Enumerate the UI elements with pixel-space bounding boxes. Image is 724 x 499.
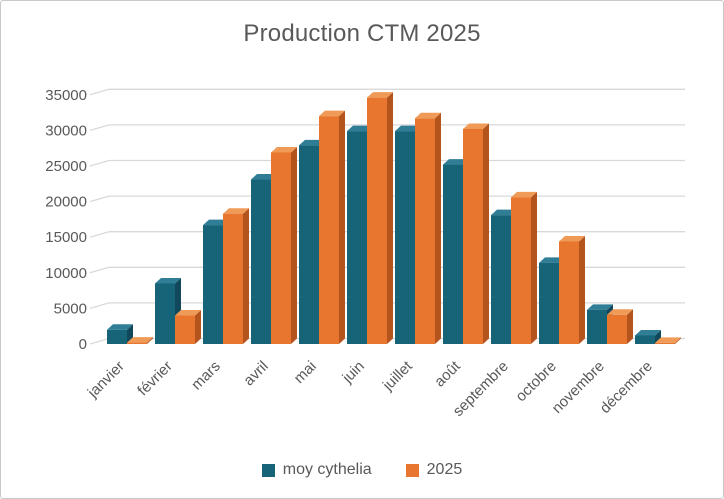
x-axis-month-label: avril [240,358,271,389]
bar-side-2025-mai [339,110,345,344]
bar-front-moy cythelia-janvier [107,329,127,344]
bar-top-moy cythelia-décembre [635,329,661,336]
bar-top-moy cythelia-juillet [395,125,421,132]
bar-front-2025-février [175,315,195,344]
x-axis-month-label: octobre [512,358,559,405]
bar-top-2025-juillet [415,112,441,119]
chart-title: Production CTM 2025 [243,20,481,47]
y-axis-tick-label: 0 [79,336,87,353]
x-axis-month-label: février [134,358,175,399]
y-axis-depth-tick [89,266,110,274]
y-axis-depth-tick [89,88,110,96]
x-axis-month-label: décembre [597,358,656,417]
bar-side-2025-juillet [435,112,441,345]
y-axis-depth-tick [89,337,110,345]
bar-front-moy cythelia-septembre [491,215,511,344]
x-axis-month-label: juillet [379,357,416,394]
bar-top-2025-mars [223,208,249,214]
legend-item-moy-cythelia: moy cythelia [261,461,372,479]
bar-top-moy cythelia-juin [347,125,373,132]
bar-top-2025-janvier [127,337,153,343]
bar-top-moy cythelia-août [443,159,469,165]
bar-front-2025-juin [367,97,387,344]
bar-front-moy cythelia-avril [251,179,271,344]
bar-front-2025-janvier [127,342,147,344]
bar-front-moy cythelia-octobre [539,262,559,344]
bar-side-2025-avril [291,146,297,344]
y-axis-depth-tick [89,302,110,310]
bar-front-moy cythelia-mars [203,225,223,344]
bar-side-2025-février [195,310,201,344]
bar-front-moy cythelia-août [443,164,463,344]
bar-side-2025-octobre [579,235,585,344]
bar-front-moy cythelia-juillet [395,131,415,344]
bar-front-2025-mars [223,213,243,344]
y-axis-tick-label: 35000 [45,87,87,104]
bar-top-2025-décembre [655,337,681,343]
bar-front-moy cythelia-mai [299,145,319,344]
x-axis-month-label: mai [291,358,320,387]
bar-front-2025-avril [271,152,291,344]
bar-front-moy cythelia-novembre [587,309,607,344]
bar-top-moy cythelia-octobre [539,257,565,263]
x-axis-month-label: juin [339,358,368,387]
bar-top-2025-avril [271,146,297,153]
bar-front-2025-octobre [559,241,579,344]
bar-side-2025-août [483,123,489,344]
bar-top-2025-octobre [559,235,585,242]
bar-front-moy cythelia-juin [347,131,367,344]
bar-front-2025-mai [319,116,339,344]
bar-front-2025-août [463,128,483,344]
y-axis-depth-tick [89,159,110,167]
x-axis-month-label: mars [188,358,224,394]
x-axis-month-label: août [431,357,464,390]
y-axis-tick-label: 5000 [54,300,87,317]
bar-top-2025-février [175,310,201,316]
bar-front-2025-septembre [511,197,531,344]
bar-front-2025-juillet [415,118,435,345]
bar-top-moy cythelia-novembre [587,304,613,310]
bar-side-2025-juin [387,92,393,344]
y-axis-tick-label: 15000 [45,229,87,246]
bar-side-2025-décembre [675,337,681,344]
y-axis-depth-tick [89,124,110,132]
bar-top-moy cythelia-mai [299,139,325,146]
legend-item-2025: 2025 [405,461,463,479]
bar-front-2025-novembre [607,314,627,344]
y-axis-tick-label: 20000 [45,194,87,211]
bar-side-2025-novembre [627,309,633,344]
legend: moy cythelia 2025 [1,461,723,479]
y-axis-depth-tick [89,195,110,203]
bar-top-moy cythelia-mars [203,219,229,226]
y-axis-tick-label: 10000 [45,265,87,282]
bar-top-moy cythelia-février [155,277,181,284]
bar-front-moy cythelia-décembre [635,335,655,344]
bar-top-2025-novembre [607,309,633,315]
bar-top-moy cythelia-avril [251,174,277,180]
bar-top-moy cythelia-janvier [107,324,133,330]
bar-side-moy cythelia-décembre [655,329,661,344]
bar-top-2025-août [463,123,489,129]
y-axis-depth-tick [89,231,110,238]
bar-top-moy cythelia-septembre [491,209,517,216]
legend-swatch-2025-icon [405,463,419,477]
bar-top-2025-septembre [511,191,537,198]
bar-side-2025-septembre [531,191,537,344]
bar-side-2025-janvier [147,337,153,344]
bar-top-2025-mai [319,110,345,117]
y-axis-tick-label: 25000 [45,158,87,175]
legend-label-moy-cythelia: moy cythelia [282,461,372,478]
plot-area: 0 5000 10000 15000 20000 25000 30000 35000 janvi… [45,87,685,420]
bar-side-2025-mars [243,208,249,344]
y-axis-tick-label: 30000 [45,122,87,139]
legend-label-2025: 2025 [426,461,463,478]
legend-swatch-moy-cythelia-icon [261,463,275,477]
bar-front-moy cythelia-février [155,283,175,344]
x-axis-month-label: janvier [84,358,128,402]
bar-top-2025-juin [367,92,393,98]
bar-front-2025-décembre [655,342,675,344]
